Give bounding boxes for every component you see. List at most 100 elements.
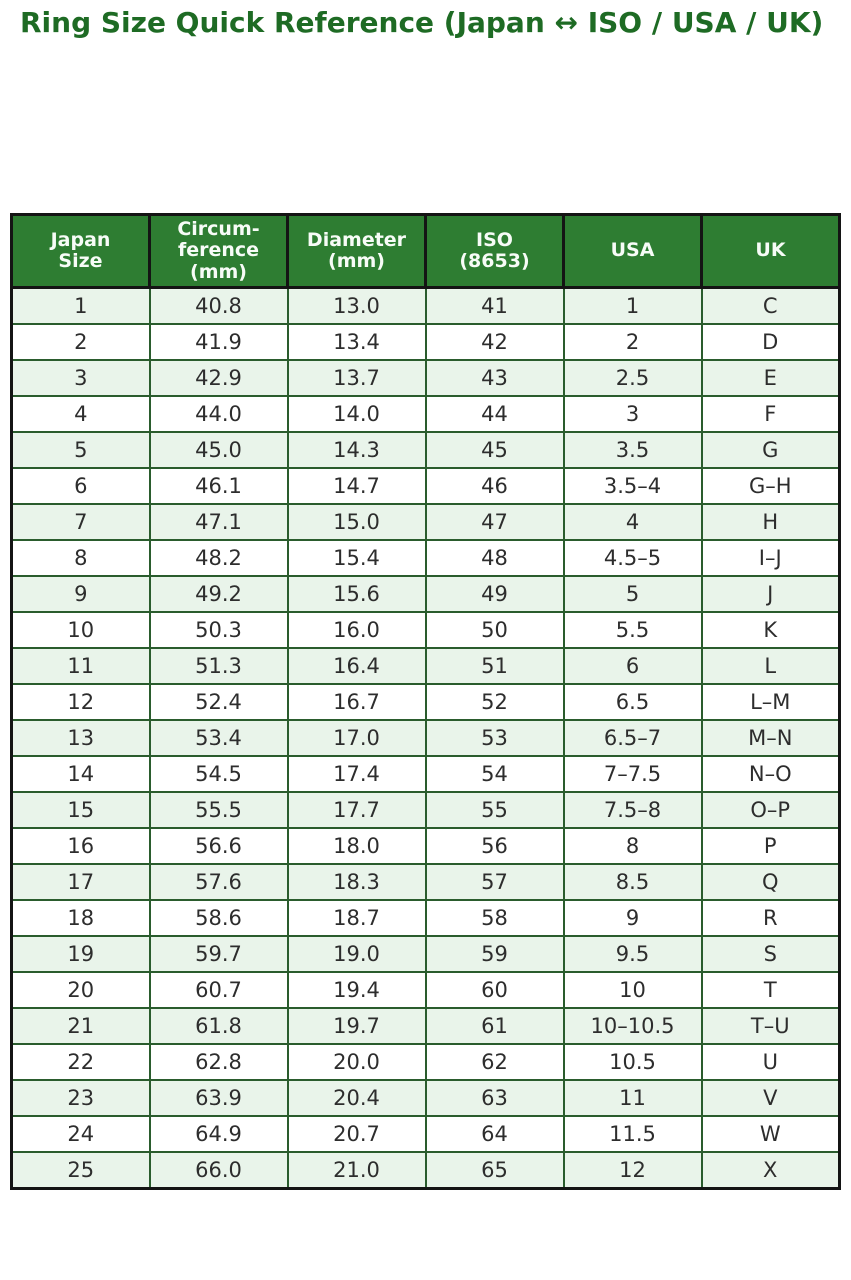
table-row: 23 63.9 20.4 63 11 V bbox=[10, 1078, 841, 1117]
table-cell: 62 bbox=[424, 1042, 565, 1081]
table-cell: W bbox=[700, 1114, 841, 1153]
table-cell: 47.1 bbox=[148, 502, 289, 541]
column-header: Japan Size bbox=[10, 213, 151, 289]
table-cell: 15.0 bbox=[286, 502, 427, 541]
table-cell: 42 bbox=[424, 322, 565, 361]
table-cell: 19.4 bbox=[286, 970, 427, 1009]
table-cell: L–M bbox=[700, 682, 841, 721]
column-header: USA bbox=[562, 213, 703, 289]
table-cell: 22 bbox=[10, 1042, 151, 1081]
table-row: 21 61.8 19.7 61 10–10.5 T–U bbox=[10, 1006, 841, 1045]
table-cell: 5 bbox=[10, 430, 151, 469]
table-cell: P bbox=[700, 826, 841, 865]
table-cell: 56.6 bbox=[148, 826, 289, 865]
table-row: 1 40.8 13.0 41 1 C bbox=[10, 286, 841, 325]
table-cell: 7–7.5 bbox=[562, 754, 703, 793]
table-cell: 6.5–7 bbox=[562, 718, 703, 757]
table-row: 24 64.9 20.7 64 11.5 W bbox=[10, 1114, 841, 1153]
table-cell: 57.6 bbox=[148, 862, 289, 901]
table-row: 20 60.7 19.4 60 10 T bbox=[10, 970, 841, 1009]
table-cell: 7 bbox=[10, 502, 151, 541]
table-cell: 9 bbox=[10, 574, 151, 613]
table-cell: 14.7 bbox=[286, 466, 427, 505]
table-cell: 12 bbox=[10, 682, 151, 721]
table-row: 5 45.0 14.3 45 3.5 G bbox=[10, 430, 841, 469]
column-header: UK bbox=[700, 213, 841, 289]
table-cell: 16 bbox=[10, 826, 151, 865]
table-cell: 20.0 bbox=[286, 1042, 427, 1081]
table-cell: 15.6 bbox=[286, 574, 427, 613]
table-cell: I–J bbox=[700, 538, 841, 577]
table-cell: 52 bbox=[424, 682, 565, 721]
table-cell: 14.0 bbox=[286, 394, 427, 433]
table-cell: K bbox=[700, 610, 841, 649]
table-cell: 41.9 bbox=[148, 322, 289, 361]
table-cell: 4 bbox=[562, 502, 703, 541]
table-cell: 19.0 bbox=[286, 934, 427, 973]
table-cell: 44 bbox=[424, 394, 565, 433]
table-cell: D bbox=[700, 322, 841, 361]
table-cell: 53 bbox=[424, 718, 565, 757]
column-header: ISO (8653) bbox=[424, 213, 565, 289]
table-cell: 41 bbox=[424, 286, 565, 325]
table-cell: 3 bbox=[10, 358, 151, 397]
table-row: 19 59.7 19.0 59 9.5 S bbox=[10, 934, 841, 973]
table-cell: 59 bbox=[424, 934, 565, 973]
table-cell: 53.4 bbox=[148, 718, 289, 757]
table-cell: 42.9 bbox=[148, 358, 289, 397]
table-cell: 15.4 bbox=[286, 538, 427, 577]
table-cell: G bbox=[700, 430, 841, 469]
table-cell: 4.5–5 bbox=[562, 538, 703, 577]
table-cell: L bbox=[700, 646, 841, 685]
table-cell: 8 bbox=[562, 826, 703, 865]
table-cell: 47 bbox=[424, 502, 565, 541]
table-cell: 58.6 bbox=[148, 898, 289, 937]
table-cell: 21.0 bbox=[286, 1150, 427, 1190]
table-cell: 8 bbox=[10, 538, 151, 577]
table-cell: 10 bbox=[562, 970, 703, 1009]
table-cell: 13.0 bbox=[286, 286, 427, 325]
table-cell: 46 bbox=[424, 466, 565, 505]
table-cell: 18.7 bbox=[286, 898, 427, 937]
table-row: 15 55.5 17.7 55 7.5–8 O–P bbox=[10, 790, 841, 829]
table-cell: 46.1 bbox=[148, 466, 289, 505]
table-cell: 18.3 bbox=[286, 862, 427, 901]
table-cell: 3.5 bbox=[562, 430, 703, 469]
table-cell: O–P bbox=[700, 790, 841, 829]
table-cell: 65 bbox=[424, 1150, 565, 1190]
table-cell: 14 bbox=[10, 754, 151, 793]
table-cell: 23 bbox=[10, 1078, 151, 1117]
table-cell: 49.2 bbox=[148, 574, 289, 613]
table-cell: 61 bbox=[424, 1006, 565, 1045]
table-cell: U bbox=[700, 1042, 841, 1081]
table-cell: 59.7 bbox=[148, 934, 289, 973]
table-cell: R bbox=[700, 898, 841, 937]
table-row: 25 66.0 21.0 65 12 X bbox=[10, 1150, 841, 1190]
table-cell: S bbox=[700, 934, 841, 973]
table-cell: 24 bbox=[10, 1114, 151, 1153]
table-cell: 54 bbox=[424, 754, 565, 793]
table-cell: 25 bbox=[10, 1150, 151, 1190]
table-cell: 56 bbox=[424, 826, 565, 865]
page-title: Ring Size Quick Reference (Japan ↔ ISO /… bbox=[20, 6, 824, 39]
table-cell: 45.0 bbox=[148, 430, 289, 469]
table-cell: 5 bbox=[562, 574, 703, 613]
table-cell: V bbox=[700, 1078, 841, 1117]
table-cell: Q bbox=[700, 862, 841, 901]
table-cell: 11 bbox=[10, 646, 151, 685]
table-cell: 6.5 bbox=[562, 682, 703, 721]
table-cell: 20.7 bbox=[286, 1114, 427, 1153]
table-row: 3 42.9 13.7 43 2.5 E bbox=[10, 358, 841, 397]
table-cell: 7.5–8 bbox=[562, 790, 703, 829]
table-row: 14 54.5 17.4 54 7–7.5 N–O bbox=[10, 754, 841, 793]
table-cell: 55.5 bbox=[148, 790, 289, 829]
table-cell: 44.0 bbox=[148, 394, 289, 433]
table-body: 1 40.8 13.0 41 1 C 2 41.9 13.4 42 2 D 3 42.9 13.7 43 2.5… bbox=[10, 286, 841, 1190]
table-cell: 10 bbox=[10, 610, 151, 649]
table-cell: 43 bbox=[424, 358, 565, 397]
table-cell: 20 bbox=[10, 970, 151, 1009]
table-cell: 17 bbox=[10, 862, 151, 901]
table-row: 4 44.0 14.0 44 3 F bbox=[10, 394, 841, 433]
table-cell: 6 bbox=[562, 646, 703, 685]
table-cell: 64 bbox=[424, 1114, 565, 1153]
